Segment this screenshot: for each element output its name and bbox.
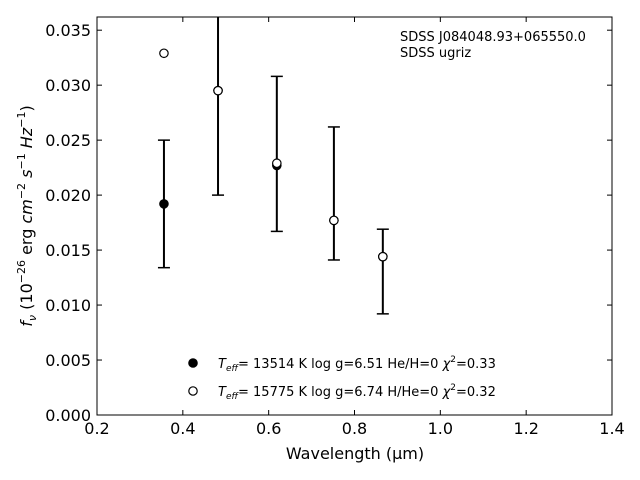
data-point-open <box>213 85 223 96</box>
y-tick-label: 0.020 <box>45 186 91 205</box>
annotation-object-name: SDSS J084048.93+065550.0 <box>400 30 586 45</box>
y-tick-label: 0.005 <box>45 351 91 370</box>
plot-layer <box>157 17 389 315</box>
x-tick-label: 0.4 <box>170 419 195 438</box>
y-tick-label: 0.035 <box>45 21 91 40</box>
x-tick-label: 1.0 <box>428 419 453 438</box>
y-tick-label: 0.015 <box>45 241 91 260</box>
axis-layer: 0.2 0.4 0.6 0.8 1.0 1.2 1.4 0.000 0.005 0.010 0.01… <box>45 17 625 438</box>
data-point-open <box>159 48 169 59</box>
data-point-open <box>329 215 339 226</box>
y-tick-label: 0.010 <box>45 296 91 315</box>
x-tick-label: 0.8 <box>342 419 367 438</box>
legend-entry: Teff= 13514 K log g=6.51 He/H=0 χ2=0.33 <box>218 355 496 374</box>
x-tick-label: 0.6 <box>256 419 281 438</box>
x-tick-label: 0.2 <box>84 419 109 438</box>
x-axis-label: Wavelength (μm) <box>286 444 424 463</box>
y-tick-label: 0.025 <box>45 131 91 150</box>
data-point-open <box>378 251 388 262</box>
annotation-photometry: SDSS ugriz <box>400 46 471 61</box>
legend-entry: Teff= 15775 K log g=6.74 H/He=0 χ2=0.32 <box>218 383 496 402</box>
plot-frame <box>96 16 613 416</box>
legend: Teff= 13514 K log g=6.51 He/H=0 χ2=0.33 T… <box>188 355 496 402</box>
data-point-open <box>272 158 282 169</box>
y-tick-label: 0.030 <box>45 76 91 95</box>
x-tick-label: 1.2 <box>513 419 538 438</box>
legend-marker <box>188 386 198 396</box>
y-tick-label: 0.000 <box>45 406 91 425</box>
y-axis-label: fν (10−26 erg cm−2 s−1 Hz−1) <box>15 105 39 326</box>
legend-marker <box>188 358 198 368</box>
data-point-filled <box>159 199 169 209</box>
x-tick-label: 1.4 <box>599 419 624 438</box>
